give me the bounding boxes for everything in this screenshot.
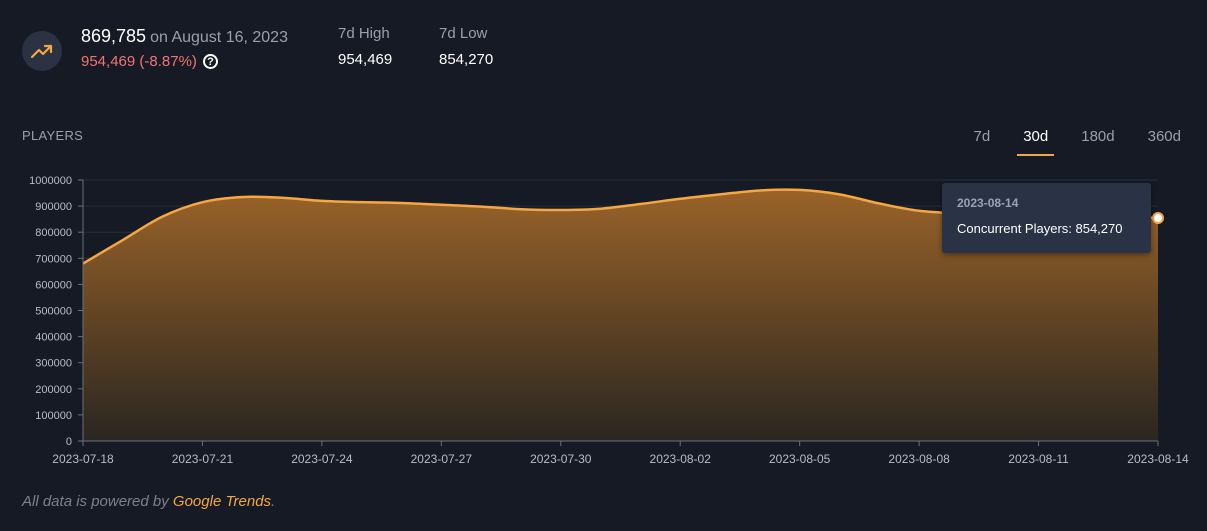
range-tab-180d[interactable]: 180d bbox=[1081, 128, 1115, 145]
y-tick-label: 500000 bbox=[35, 306, 72, 318]
x-tick-label: 2023-07-21 bbox=[172, 452, 234, 466]
y-tick-label: 900000 bbox=[35, 201, 72, 213]
footer-prefix: All data is powered by bbox=[22, 493, 169, 510]
high-stat: 7d High 954,469 bbox=[338, 25, 392, 68]
current-value: 869,785 bbox=[81, 26, 147, 46]
x-tick-label: 2023-07-30 bbox=[530, 452, 592, 466]
range-tab-360d[interactable]: 360d bbox=[1147, 128, 1181, 145]
y-tick-label: 800000 bbox=[35, 227, 72, 239]
x-tick-label: 2023-07-24 bbox=[291, 452, 353, 466]
y-tick-label: 0 bbox=[66, 436, 72, 448]
range-selector: 7d 30d 180d 360d bbox=[947, 126, 1187, 156]
change-percent: (-8.87%) bbox=[139, 53, 197, 70]
x-tick-label: 2023-08-05 bbox=[769, 452, 831, 466]
hover-point-marker[interactable] bbox=[1152, 212, 1164, 225]
google-trends-link[interactable]: Google Trends bbox=[172, 493, 272, 510]
x-tick-label: 2023-07-18 bbox=[52, 452, 114, 466]
change-line: 954,469 (-8.87%) ? bbox=[81, 53, 218, 70]
trending-up-icon bbox=[22, 31, 62, 71]
x-tick-label: 2023-08-02 bbox=[650, 452, 712, 466]
tooltip-date: 2023-08-14 bbox=[957, 196, 1019, 210]
low-value: 854,270 bbox=[439, 51, 494, 68]
range-tab-7d[interactable]: 7d bbox=[973, 128, 991, 145]
current-date: on August 16, 2023 bbox=[150, 29, 288, 46]
high-value: 954,469 bbox=[338, 51, 393, 68]
low-stat: 7d Low 854,270 bbox=[439, 25, 493, 68]
tooltip-value: Concurrent Players: 854,270 bbox=[957, 221, 1123, 236]
low-label: 7d Low bbox=[439, 25, 488, 42]
y-tick-label: 1000000 bbox=[29, 175, 72, 187]
range-tab-30d[interactable]: 30d bbox=[1017, 126, 1055, 156]
x-tick-label: 2023-08-08 bbox=[888, 452, 950, 466]
previous-value: 954,469 bbox=[81, 53, 136, 70]
x-tick-label: 2023-08-14 bbox=[1127, 452, 1189, 466]
y-tick-label: 400000 bbox=[35, 332, 72, 344]
y-tick-label: 700000 bbox=[35, 253, 72, 265]
footer-attribution: All data is powered by Google Trends. bbox=[22, 493, 275, 510]
y-tick-label: 200000 bbox=[35, 384, 72, 396]
footer-suffix: . bbox=[271, 493, 276, 510]
x-tick-label: 2023-07-27 bbox=[411, 452, 473, 466]
y-tick-label: 100000 bbox=[35, 410, 72, 422]
series-area-fill bbox=[83, 189, 1158, 441]
current-players: 869,785 on August 16, 2023 bbox=[81, 26, 288, 47]
help-icon[interactable]: ? bbox=[202, 54, 218, 69]
y-tick-label: 600000 bbox=[35, 279, 72, 291]
high-label: 7d High bbox=[338, 25, 390, 42]
chart-tooltip: 2023-08-14 Concurrent Players: 854,270 bbox=[942, 183, 1151, 253]
y-tick-label: 300000 bbox=[35, 358, 72, 370]
x-tick-label: 2023-08-11 bbox=[1008, 452, 1069, 466]
chart-title: PLAYERS bbox=[22, 128, 84, 143]
